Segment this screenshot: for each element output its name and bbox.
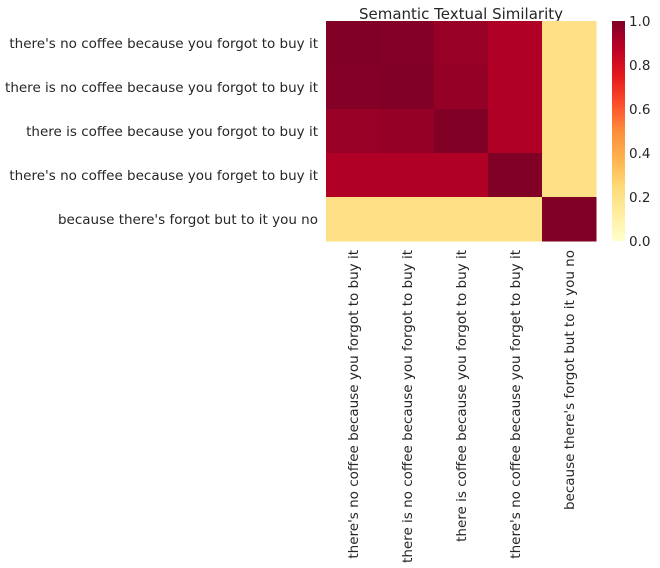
colorbar-tick-label: 0.8 xyxy=(629,58,650,74)
heatmap-cell xyxy=(488,65,543,110)
row-label: there's no coffee because you forget to … xyxy=(9,168,318,184)
colorbar-gradient xyxy=(612,21,625,241)
heatmap-cell xyxy=(326,197,381,242)
heatmap-cell xyxy=(488,153,543,198)
column-labels: there's no coffee because you forgot to … xyxy=(346,250,578,563)
heatmap-cell xyxy=(326,21,381,66)
heatmap-cell xyxy=(434,21,489,66)
column-label: there's no coffee because you forgot to … xyxy=(346,250,362,559)
column-label: there is no coffee because you forgot to… xyxy=(400,250,416,563)
heatmap-cell xyxy=(326,109,381,154)
heatmap-cell xyxy=(380,153,435,198)
heatmap-cell xyxy=(488,109,543,154)
heatmap-cell xyxy=(488,197,543,242)
heatmap-cell xyxy=(488,21,543,66)
heatmap-cell xyxy=(434,197,489,242)
heatmap-cell xyxy=(542,65,597,110)
heatmap-cell xyxy=(380,21,435,66)
heatmap-cell xyxy=(434,153,489,198)
row-label: there is no coffee because you forgot to… xyxy=(5,80,318,96)
colorbar: 0.0 0.2 0.4 0.6 0.8 1.0 xyxy=(612,14,650,250)
heatmap-cell xyxy=(326,153,381,198)
colorbar-tick-label: 0.6 xyxy=(629,102,650,118)
colorbar-tick-label: 0.4 xyxy=(629,146,650,162)
row-label: because there's forgot but to it you no xyxy=(58,212,318,228)
row-label: there's no coffee because you forgot to … xyxy=(9,36,318,52)
heatmap-cell xyxy=(542,197,597,242)
row-label: there is coffee because you forgot to bu… xyxy=(26,124,318,140)
colorbar-tick-label: 0.2 xyxy=(629,190,650,206)
heatmap-cell xyxy=(380,109,435,154)
heatmap-cell xyxy=(380,197,435,242)
heatmap-cell xyxy=(542,21,597,66)
heatmap-cell xyxy=(434,109,489,154)
heatmap-cell xyxy=(542,153,597,198)
chart-title: Semantic Textual Similarity xyxy=(359,5,563,23)
heatmap-cell xyxy=(542,109,597,154)
colorbar-tick-label: 0.0 xyxy=(629,234,650,250)
heatmap-cell xyxy=(326,65,381,110)
heatmap-cell xyxy=(380,65,435,110)
heatmap-cell xyxy=(434,65,489,110)
column-label: because there's forgot but to it you no xyxy=(562,250,578,510)
column-label: there's no coffee because you forget to … xyxy=(508,250,524,559)
row-labels: there's no coffee because you forgot to … xyxy=(5,36,318,228)
colorbar-tick-label: 1.0 xyxy=(629,14,650,30)
column-label: there is coffee because you forgot to bu… xyxy=(454,250,470,542)
heatmap-cells xyxy=(326,21,597,242)
